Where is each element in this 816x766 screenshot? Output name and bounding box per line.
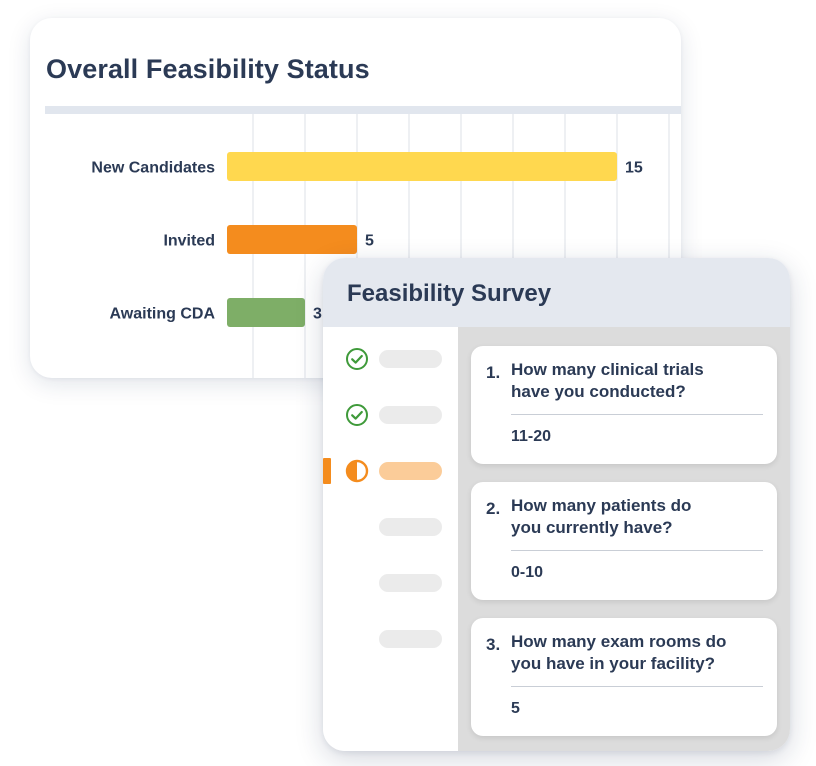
question-divider (511, 550, 763, 551)
step-placeholder-bar (379, 350, 442, 368)
chart-bar (227, 225, 357, 254)
question-number: 1. (486, 363, 501, 382)
survey-questions-panel: 1. How many clinical trials have you con… (458, 327, 790, 751)
question-text-line: How many exam rooms do (511, 632, 727, 651)
survey-step-2[interactable] (323, 402, 458, 428)
chart-category-label: Awaiting CDA (110, 306, 216, 323)
question-text: How many patients do you currently have? (511, 495, 761, 539)
chart-data-label: 15 (625, 160, 643, 177)
question-number: 2. (486, 499, 501, 518)
survey-step-5[interactable] (323, 570, 458, 596)
chart-category-label: New Candidates (91, 160, 215, 177)
question-answer[interactable]: 5 (511, 700, 520, 717)
chart-data-label: 3 (313, 306, 322, 323)
step-placeholder-bar (379, 630, 442, 648)
step-placeholder-bar (379, 406, 442, 424)
question-text-line: have you conducted? (511, 382, 686, 401)
question-divider (511, 686, 763, 687)
question-text-line: you currently have? (511, 518, 673, 537)
chart-bar (227, 152, 617, 181)
survey-step-6[interactable] (323, 626, 458, 652)
survey-header: Feasibility Survey (323, 258, 790, 327)
step-placeholder-bar (379, 518, 442, 536)
survey-step-4[interactable] (323, 514, 458, 540)
active-step-indicator (323, 458, 331, 484)
survey-step-1[interactable] (323, 346, 458, 372)
question-number: 3. (486, 635, 501, 654)
check-circle-icon (346, 348, 368, 370)
chart-bar (227, 298, 305, 327)
survey-step-3-active[interactable] (323, 458, 458, 484)
question-card-1: 1. How many clinical trials have you con… (471, 346, 777, 464)
half-circle-icon (345, 459, 369, 483)
question-text-line: you have in your facility? (511, 654, 716, 673)
feasibility-survey-card: Feasibility Survey (323, 258, 790, 751)
question-text-line: How many patients do (511, 496, 692, 515)
step-placeholder-bar (379, 574, 442, 592)
question-text: How many clinical trials have you conduc… (511, 359, 761, 403)
chart-data-label: 5 (365, 233, 374, 250)
question-card-2: 2. How many patients do you currently ha… (471, 482, 777, 600)
chart-category-label: Invited (163, 233, 215, 250)
step-placeholder-bar (379, 462, 442, 480)
question-answer[interactable]: 11-20 (511, 428, 552, 445)
survey-title: Feasibility Survey (347, 280, 552, 307)
check-circle-icon (346, 404, 368, 426)
question-text: How many exam rooms do you have in your … (511, 631, 761, 675)
question-divider (511, 414, 763, 415)
question-answer[interactable]: 0-10 (511, 564, 544, 581)
title-divider (45, 106, 681, 114)
survey-step-nav (323, 327, 458, 751)
status-card-title: Overall Feasibility Status (46, 54, 370, 84)
question-card-3: 3. How many exam rooms do you have in yo… (471, 618, 777, 736)
question-text-line: How many clinical trials (511, 360, 704, 379)
